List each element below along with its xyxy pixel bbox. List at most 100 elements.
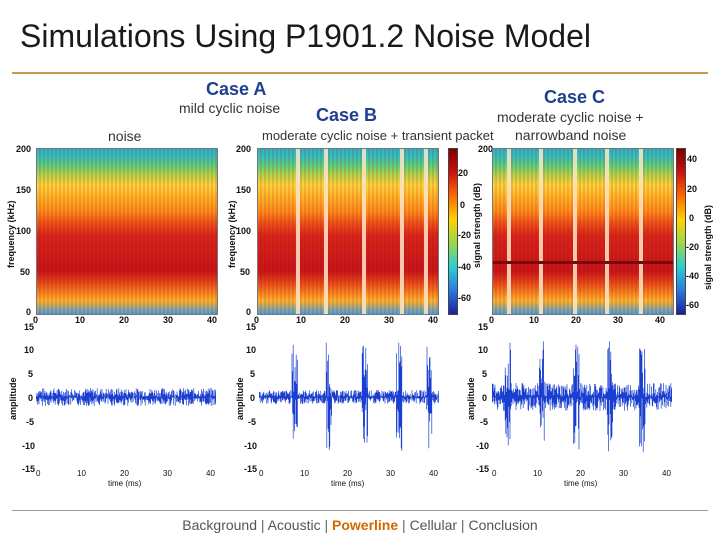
spec-b-y-tick: 150: [236, 185, 252, 195]
spec-a-x-tick: 20: [119, 315, 130, 325]
colorbar-b-tick: -20: [458, 230, 472, 240]
spec-a-x-tick: 30: [163, 315, 174, 325]
wave-b-y-tick: 0: [250, 393, 256, 403]
wave-a-y-tick: 0: [28, 393, 34, 403]
wave-b-x-tick: 40: [429, 469, 438, 478]
spec-a-y-tick: 200: [16, 144, 32, 154]
wave-c-y-tick: 0: [482, 393, 488, 403]
spec-a-x-tick: 0: [33, 315, 39, 325]
wave-b-y-tick: 15: [246, 322, 257, 332]
wave-b-x-tick: 0: [259, 469, 264, 478]
case-a-heading: Case A: [206, 79, 267, 99]
wave-c-y-tick: 10: [478, 345, 489, 355]
colorbar-c-label: signal strength (dB): [703, 205, 713, 290]
waveform-case-c: [492, 326, 672, 468]
transient-burst-mark: [296, 149, 300, 314]
transient-burst-mark: [539, 149, 543, 314]
wave-b-y-tick: 5: [250, 369, 256, 379]
wave-a-x-tick: 40: [206, 469, 215, 478]
wave-b-y-label: amplitude: [235, 377, 245, 420]
nav-separator: |: [402, 517, 406, 533]
wave-c-x-tick: 20: [576, 469, 585, 478]
wave-a-y-tick: -10: [22, 441, 36, 451]
wave-c-x-tick: 0: [492, 469, 497, 478]
waveform-case-b: [259, 326, 439, 468]
waveform-trace: [492, 341, 672, 453]
wave-c-y-tick: -5: [480, 417, 489, 427]
wave-a-y-tick: 5: [28, 369, 34, 379]
wave-c-y-tick: 15: [478, 322, 489, 332]
colorbar-b-tick: 0: [460, 200, 466, 210]
wave-a-x-tick: 0: [36, 469, 41, 478]
colorbar-case-c: [676, 148, 686, 315]
wave-c-y-tick: -15: [476, 464, 490, 474]
wave-a-x-label: time (ms): [108, 479, 142, 488]
spec-c-x-tick: 40: [655, 315, 666, 325]
spectrogram-case-c: [492, 148, 674, 315]
spec-b-x-tick: 40: [428, 315, 439, 325]
colorbar-b-tick: 20: [458, 168, 469, 178]
spec-c-x-tick: 10: [529, 315, 540, 325]
wave-b-y-tick: -15: [244, 464, 258, 474]
wave-c-x-label: time (ms): [564, 479, 598, 488]
wave-a-y-tick: -15: [22, 464, 36, 474]
nav-powerline[interactable]: Powerline: [332, 517, 399, 533]
nav-separator: |: [460, 517, 465, 533]
transient-burst-mark: [639, 149, 643, 314]
wave-b-x-label: time (ms): [331, 479, 365, 488]
transient-burst-mark: [573, 149, 577, 314]
spec-c-x-tick: 30: [613, 315, 624, 325]
nav-acoustic[interactable]: Acoustic: [267, 517, 321, 533]
wave-c-x-tick: 40: [662, 469, 671, 478]
nav-background[interactable]: Background: [182, 517, 257, 533]
nav-cellular[interactable]: Cellular: [409, 517, 458, 533]
wave-a-x-tick: 30: [163, 469, 172, 478]
transient-burst-mark: [400, 149, 404, 314]
case-c-heading: Case C: [544, 87, 606, 107]
spec-a-y-label: frequency (kHz): [6, 200, 16, 268]
case-a-description: mild cyclic noise: [179, 100, 281, 116]
spec-b-x-tick: 0: [254, 315, 260, 325]
wave-a-x-tick: 10: [77, 469, 86, 478]
spec-b-x-tick: 20: [340, 315, 351, 325]
slide-title: Simulations Using P1901.2 Noise Model: [20, 18, 591, 54]
wave-b-x-tick: 10: [300, 469, 309, 478]
wave-a-y-tick: 10: [24, 345, 35, 355]
colorbar-c-tick: -60: [686, 300, 700, 310]
footer-divider: [12, 510, 708, 511]
wave-c-y-tick: 5: [482, 369, 488, 379]
spec-c-x-tick: 0: [489, 315, 495, 325]
colorbar-b-tick: -60: [458, 293, 472, 303]
spec-a-y-tick: 50: [20, 267, 31, 277]
wave-b-y-tick: -5: [248, 417, 257, 427]
spec-a-y-tick: 100: [16, 226, 32, 236]
wave-a-y-tick: -5: [26, 417, 35, 427]
wave-a-x-tick: 20: [120, 469, 129, 478]
waveform-trace: [36, 388, 216, 406]
narrowband-noise-line: [493, 261, 673, 264]
spec-b-y-tick: 50: [240, 267, 251, 277]
wave-c-y-tick: -10: [476, 441, 490, 451]
colorbar-c-tick: 40: [687, 154, 698, 164]
transient-burst-mark: [362, 149, 366, 314]
colorbar-case-b: [448, 148, 458, 315]
title-divider: [12, 72, 708, 74]
spec-b-y-tick: 0: [246, 307, 252, 317]
spec-a-x-tick: 40: [207, 315, 218, 325]
colorbar-c-tick: -40: [686, 271, 700, 281]
colorbar-b-label: signal strength (dB): [472, 183, 482, 268]
waveform-trace: [259, 342, 439, 451]
spectrogram-case-a: [36, 148, 218, 315]
wave-b-x-tick: 30: [386, 469, 395, 478]
wave-a-y-tick: 15: [24, 322, 35, 332]
waveform-case-a: [36, 326, 216, 468]
transient-burst-mark: [507, 149, 511, 314]
colorbar-c-tick: -20: [686, 242, 700, 252]
wave-b-y-tick: 10: [246, 345, 257, 355]
spec-a-x-tick: 10: [75, 315, 86, 325]
nav-conclusion[interactable]: Conclusion: [468, 517, 538, 533]
wave-b-x-tick: 20: [343, 469, 352, 478]
wave-c-x-tick: 10: [533, 469, 542, 478]
transient-burst-mark: [605, 149, 609, 314]
spec-b-x-tick: 30: [384, 315, 395, 325]
